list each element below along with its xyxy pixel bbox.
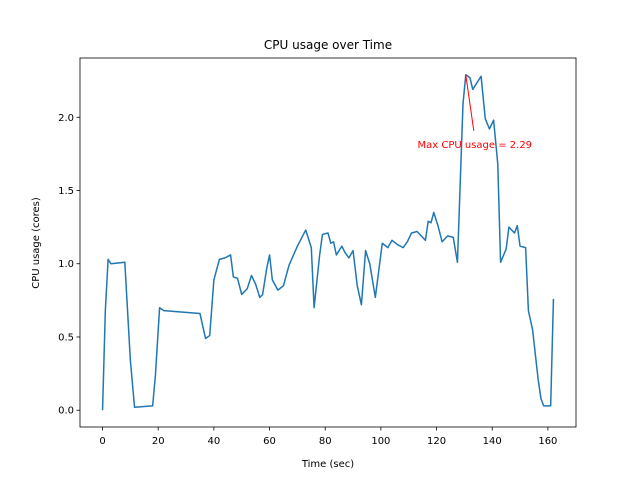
x-tick-label: 160	[538, 436, 557, 447]
x-tick-label: 20	[152, 436, 165, 447]
annotation-arrow	[465, 74, 475, 131]
y-tick-label: 1.5	[58, 186, 74, 197]
chart-title: CPU usage over Time	[264, 38, 392, 52]
plot-frame	[79, 57, 577, 428]
x-tick-label: 40	[208, 436, 221, 447]
x-tick-label: 0	[99, 436, 105, 447]
y-tick-label: 0.0	[58, 406, 74, 417]
data-line	[101, 74, 555, 411]
y-tick-label: 0.5	[58, 332, 74, 343]
x-tick-label: 140	[483, 436, 502, 447]
y-tick-label: 2.0	[58, 113, 74, 124]
y-tick-label: 1.0	[58, 259, 74, 270]
x-tick-label: 120	[427, 436, 446, 447]
annotation-text: Max CPU usage = 2.29	[418, 140, 533, 151]
y-axis-label: CPU usage (cores)	[31, 197, 42, 289]
x-tick-label: 80	[319, 436, 332, 447]
x-tick-label: 100	[371, 436, 390, 447]
x-axis-label: Time (sec)	[301, 459, 354, 470]
x-tick-label: 60	[263, 436, 276, 447]
